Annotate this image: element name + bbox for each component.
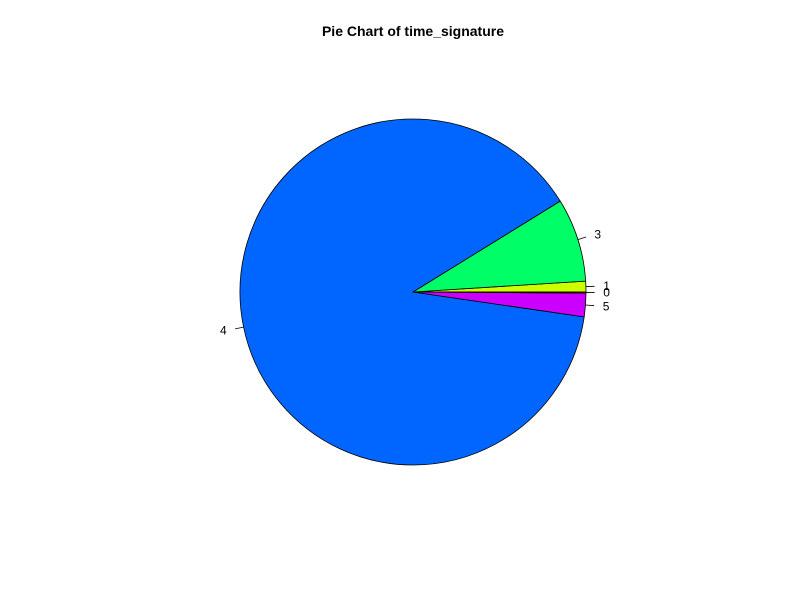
pie-label-tick-4 (235, 326, 244, 330)
pie-slices (239, 118, 587, 466)
pie-label-4: 4 (220, 324, 227, 338)
pie-label-3: 3 (594, 227, 601, 241)
pie-labels: 1 3 4 50 (220, 227, 610, 337)
pie-label-0: 0 (603, 286, 610, 300)
pie-label-5: 5 (603, 299, 610, 313)
pie-slice-4 (239, 118, 585, 466)
pie-label-1: 1 (603, 279, 610, 293)
pie-label-tick-3 (577, 236, 587, 240)
pie-label-tick-5 (585, 304, 595, 307)
chart-title: Pie Chart of time_signature (322, 23, 504, 39)
